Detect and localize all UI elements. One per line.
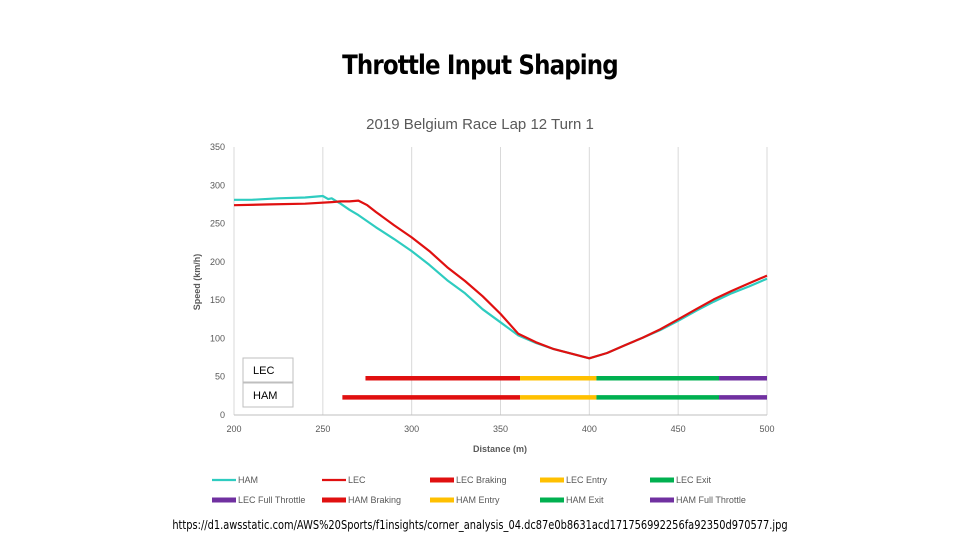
legend-swatch-ham-full-throttle: [650, 497, 674, 503]
legend-swatch-lec-entry: [540, 477, 564, 483]
y-tick-label-150: 150: [210, 295, 225, 305]
y-tick-label-200: 200: [210, 257, 225, 267]
legend-label-ham-entry: HAM Entry: [456, 495, 500, 505]
y-axis-ticks: 0 50 100 150 200 250 300 350: [210, 142, 225, 420]
y-tick-label-0: 0: [220, 410, 225, 420]
ham-label-box: [242, 382, 294, 408]
chart-legend: HAM LEC LEC Braking LEC Entry LEC Exit LEC Fu…: [212, 475, 746, 505]
legend-label-lec-full-throttle: LEC Full Throttle: [238, 495, 305, 505]
series-line-lec: [233, 199, 768, 360]
x-tick-label-400: 400: [582, 424, 597, 434]
x-tick-label-350: 350: [493, 424, 508, 434]
y-tick-label-100: 100: [210, 333, 225, 343]
legend-label-lec-braking: LEC Braking: [456, 475, 507, 485]
legend-label-lec: LEC: [348, 475, 366, 485]
legend-swatch-ham-braking: [322, 497, 346, 503]
chart-title: 2019 Belgium Race Lap 12 Turn 1: [366, 116, 594, 133]
y-tick-label-350: 350: [210, 142, 225, 152]
legend-label-ham-braking: HAM Braking: [348, 495, 401, 505]
x-tick-label-450: 450: [671, 424, 686, 434]
legend-label-ham: HAM: [238, 475, 258, 485]
x-tick-label-200: 200: [226, 424, 241, 434]
y-tick-label-50: 50: [215, 372, 225, 382]
legend-label-lec-exit: LEC Exit: [676, 475, 712, 485]
series-lines: [233, 194, 768, 360]
legend-swatch-lec-braking: [430, 477, 454, 483]
phase-bars: [342, 375, 767, 400]
x-tick-label-250: 250: [315, 424, 330, 434]
lec-label-text: LEC: [253, 365, 274, 377]
ham-label-text: HAM: [253, 390, 277, 402]
y-axis-label: Speed (km/h): [192, 254, 202, 311]
speed-chart: 2019 Belgium Race Lap 12 Turn 1 0 50 100 15…: [192, 116, 775, 505]
legend-label-ham-exit: HAM Exit: [566, 495, 604, 505]
legend-swatch-lec-exit: [650, 477, 674, 483]
grid-lines: [233, 147, 768, 416]
legend-swatch-ham-exit: [540, 497, 564, 503]
legend-swatch-lec-full-throttle: [212, 497, 236, 503]
y-tick-label-300: 300: [210, 180, 225, 190]
y-tick-label-250: 250: [210, 219, 225, 229]
legend-label-lec-entry: LEC Entry: [566, 475, 608, 485]
driver-label-boxes: LEC HAM: [242, 357, 294, 408]
x-tick-label-500: 500: [759, 424, 774, 434]
legend-label-ham-full-throttle: HAM Full Throttle: [676, 495, 746, 505]
lec-label-box: [242, 357, 294, 383]
x-tick-label-300: 300: [404, 424, 419, 434]
x-axis-ticks: 200 250 300 350 400 450 500: [226, 424, 774, 434]
source-url: https://d1.awsstatic.com/AWS%20Sports/f1…: [172, 518, 788, 532]
slide-title: Throttle Input Shaping: [342, 50, 619, 81]
x-axis-label: Distance (m): [473, 444, 527, 454]
legend-swatch-ham-entry: [430, 497, 454, 503]
